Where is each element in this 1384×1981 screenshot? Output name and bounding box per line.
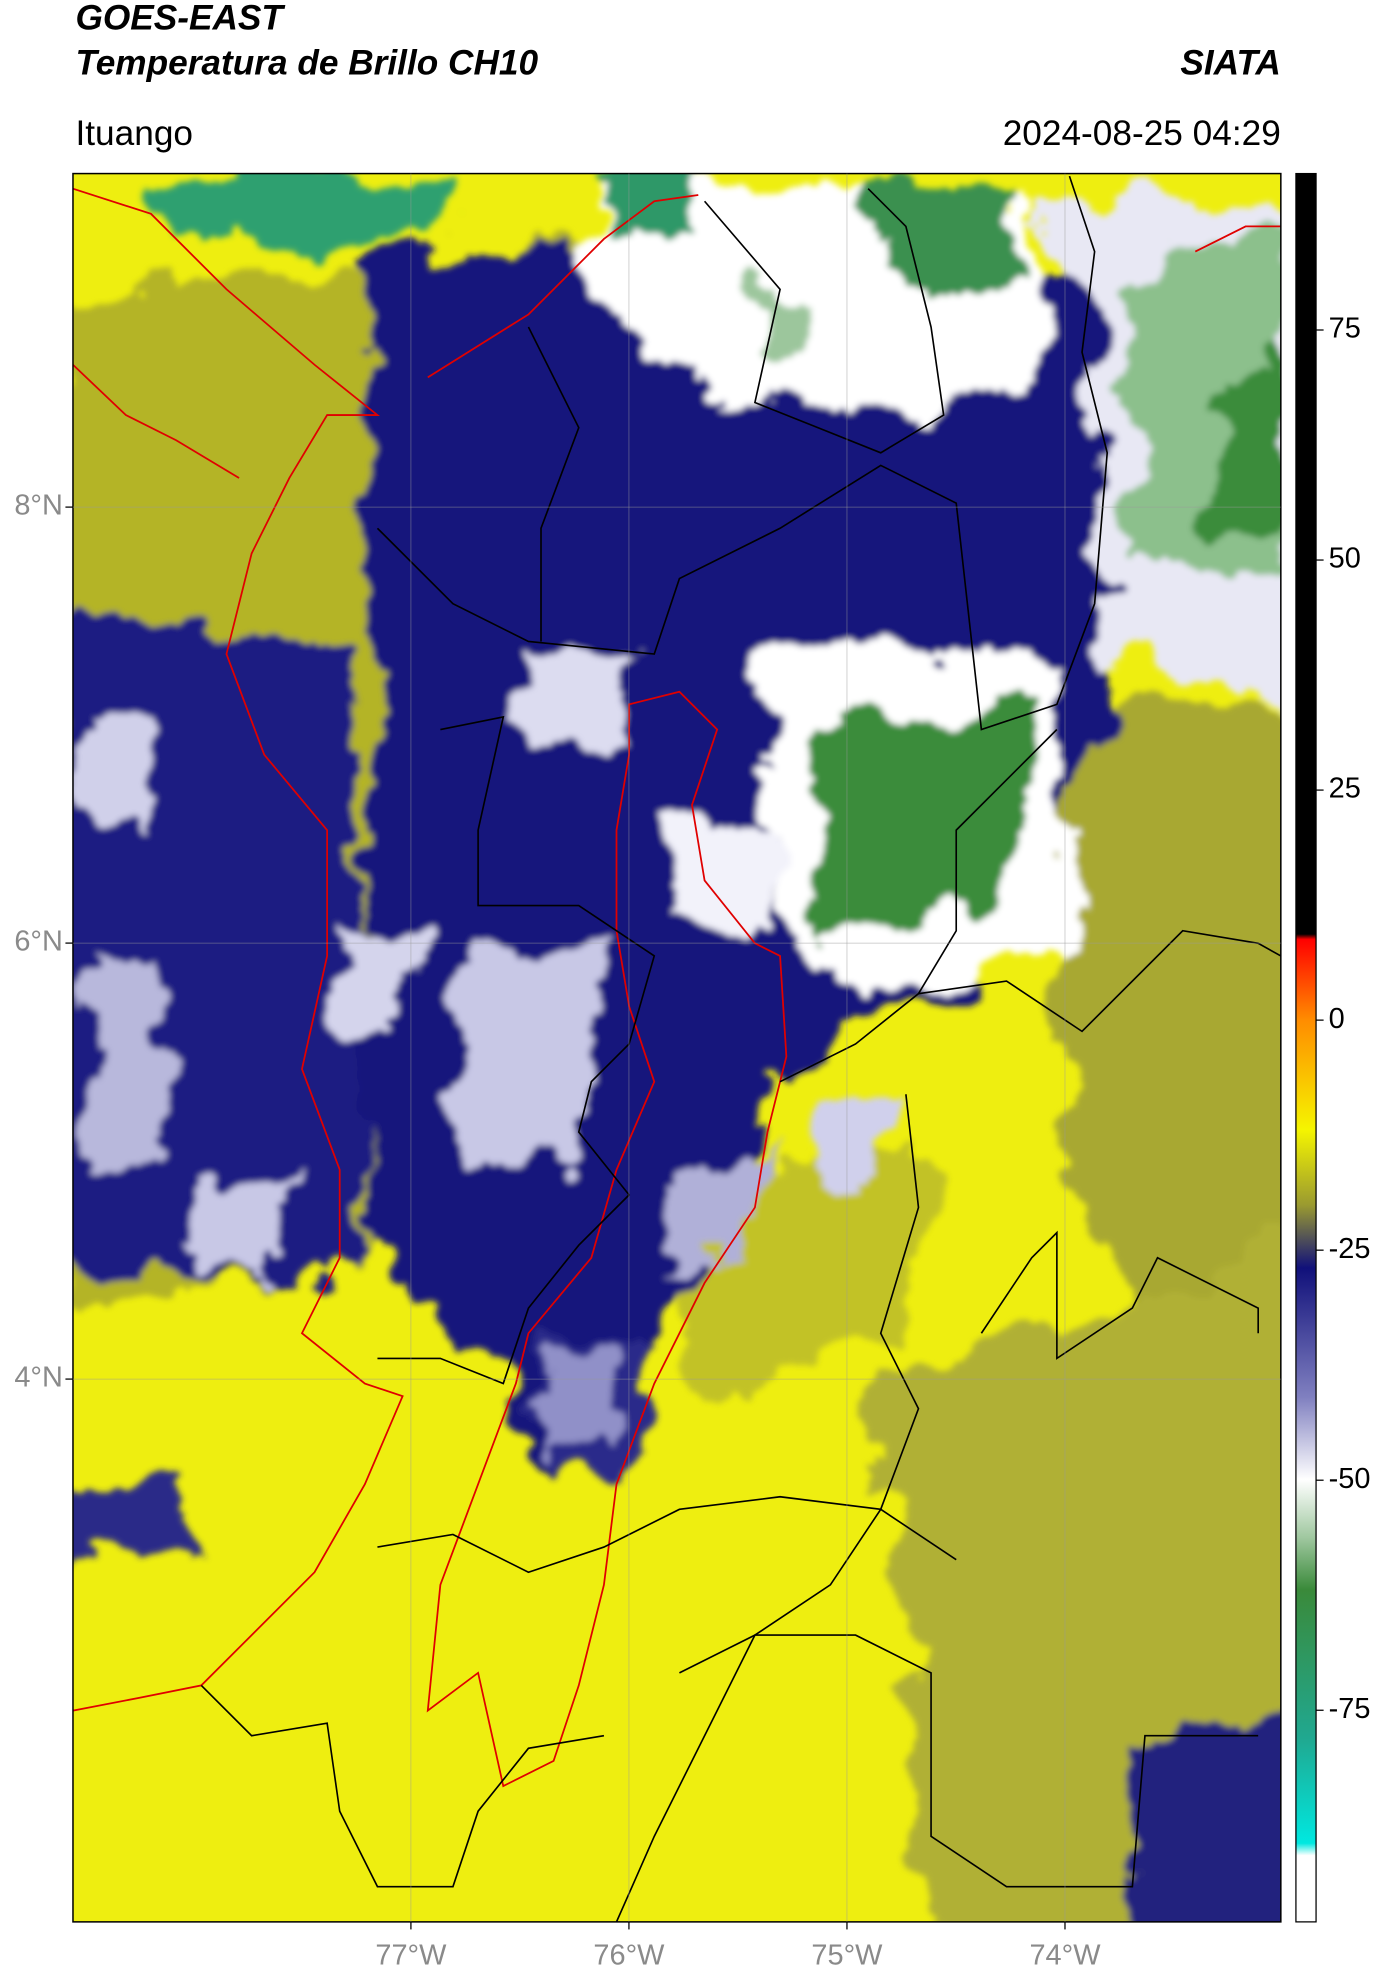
- satellite-image: [72, 173, 1281, 1922]
- x-tick-label: 74°W: [1029, 1940, 1101, 1972]
- y-tick-label: 6°N: [14, 926, 63, 958]
- colorbar-tick-label: 0: [1329, 1003, 1345, 1035]
- x-tick-label: 77°W: [375, 1940, 447, 1972]
- colorbar: [1295, 172, 1317, 1923]
- colorbar-tick-label: 25: [1329, 773, 1361, 805]
- colorbar-tick-label: -50: [1329, 1463, 1371, 1495]
- colorbar-tick-label: -75: [1329, 1693, 1371, 1725]
- colorbar-tick-label: 50: [1329, 543, 1361, 575]
- subtitle: Temperatura de Brillo CH10: [75, 44, 538, 83]
- x-tick-label: 76°W: [593, 1940, 665, 1972]
- brand: SIATA: [1180, 44, 1280, 83]
- y-tick-label: 8°N: [14, 490, 63, 522]
- title: GOES-EAST: [75, 0, 285, 37]
- map-frame: [72, 172, 1282, 1923]
- colorbar-tick-label: 75: [1329, 313, 1361, 345]
- y-tick-label: 4°N: [14, 1362, 63, 1394]
- x-tick-label: 75°W: [811, 1940, 883, 1972]
- datetime: 2024-08-25 04:29: [1003, 114, 1281, 153]
- colorbar-tick-label: -25: [1329, 1233, 1371, 1265]
- location: Ituango: [75, 114, 193, 153]
